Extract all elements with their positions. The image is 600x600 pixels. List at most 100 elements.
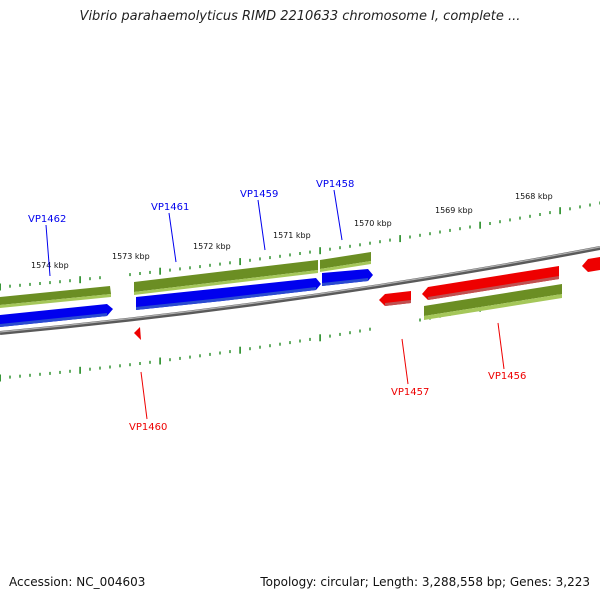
ruler-minor-tick: [29, 282, 31, 286]
ruler-minor-tick: [109, 365, 111, 369]
ruler-major-tick: [319, 334, 321, 342]
leader-line: [401, 338, 409, 385]
ruler-minor-tick: [39, 372, 41, 376]
ruler-minor-tick: [379, 240, 381, 244]
ruler-minor-tick: [429, 232, 431, 236]
ruler-ticks-outer: [0, 201, 600, 291]
cds-bar[interactable]: [424, 294, 562, 320]
ruler-minor-tick: [409, 235, 411, 239]
ruler-minor-tick: [59, 370, 61, 374]
gene-VP1456-shade: [428, 276, 559, 300]
ruler-minor-tick: [209, 352, 211, 356]
ruler-minor-tick: [309, 250, 311, 254]
gene-VP1456[interactable]: [422, 266, 559, 300]
ruler-major-tick: [0, 374, 1, 382]
ruler-minor-tick: [59, 280, 61, 284]
ruler-label: 1571 kbp: [273, 231, 311, 240]
ruler-major-tick: [159, 267, 161, 275]
ruler-minor-tick: [129, 273, 131, 277]
gene-VP1461[interactable]: [136, 288, 222, 310]
ruler-minor-tick: [39, 282, 41, 285]
cds-bar[interactable]: [320, 261, 371, 272]
gene-VP1458-shade: [322, 278, 368, 286]
ruler-minor-tick: [19, 374, 21, 378]
accession-text: Accession: NC_004603: [9, 575, 146, 589]
gene-VP1459-shade: [222, 287, 316, 301]
ruler-minor-tick: [259, 345, 261, 349]
ruler-minor-tick: [349, 331, 351, 335]
ruler-major-tick: [79, 366, 81, 374]
ruler-minor-tick: [389, 238, 391, 242]
gene-label-VP1456[interactable]: VP1456: [488, 371, 526, 382]
ruler-label: 1570 kbp: [354, 219, 392, 228]
ruler-minor-tick: [279, 342, 281, 346]
chromosome-backbone: [0, 246, 600, 335]
cds-bar[interactable]: [134, 260, 318, 292]
ruler-minor-tick: [19, 283, 21, 287]
gene-VP1457-shade: [385, 300, 411, 306]
gene-label-VP1457[interactable]: VP1457: [391, 387, 429, 398]
ruler-minor-tick: [169, 268, 171, 272]
ruler-minor-tick: [259, 257, 261, 261]
ruler-minor-tick: [309, 337, 311, 341]
gene-label-VP1462[interactable]: VP1462: [28, 214, 66, 225]
gene-label-VP1458[interactable]: VP1458: [316, 179, 354, 190]
ruler-minor-tick: [89, 277, 91, 281]
leader-line: [140, 371, 148, 420]
ruler-major-tick: [0, 283, 1, 291]
ruler-minor-tick: [339, 246, 341, 250]
gene-label-VP1459[interactable]: VP1459: [240, 189, 278, 200]
ruler-label: 1574 kbp: [31, 261, 69, 270]
cds-bar[interactable]: [0, 294, 111, 308]
ruler-minor-tick: [99, 276, 101, 280]
ruler-minor-tick: [519, 216, 521, 220]
ruler-minor-tick: [49, 371, 51, 375]
ruler-minor-tick: [69, 369, 71, 373]
ruler-minor-tick: [139, 272, 141, 275]
ruler-minor-tick: [9, 375, 11, 379]
leader-line: [333, 189, 343, 241]
ruler-minor-tick: [329, 334, 331, 338]
ruler-minor-tick: [589, 203, 591, 207]
cds-bar[interactable]: [424, 284, 562, 316]
ruler-label: 1573 kbp: [112, 252, 150, 261]
ruler-minor-tick: [249, 258, 251, 262]
chromosome-backbone-highlight: [0, 246, 600, 333]
ruler-minor-tick: [299, 252, 301, 255]
cds-bar[interactable]: [320, 252, 371, 269]
cds-bar[interactable]: [0, 286, 111, 305]
map-title: Vibrio parahaemolyticus RIMD 2210633 chr…: [79, 9, 521, 24]
ruler-label: 1568 kbp: [515, 192, 553, 201]
ruler-minor-tick: [529, 214, 531, 218]
ruler-minor-tick: [369, 241, 371, 245]
ruler-minor-tick: [219, 351, 221, 355]
ruler-minor-tick: [29, 373, 31, 377]
ruler-major-tick: [479, 221, 481, 229]
gene-VP1460[interactable]: [134, 327, 141, 340]
ruler-minor-tick: [549, 211, 551, 215]
ruler-minor-tick: [439, 230, 441, 234]
ruler-minor-tick: [229, 350, 231, 354]
ruler-minor-tick: [359, 243, 361, 247]
ruler-minor-tick: [279, 254, 281, 258]
gene-label-VP1460[interactable]: VP1460: [129, 422, 167, 433]
leader-line: [497, 322, 505, 370]
ruler-minor-tick: [189, 266, 191, 270]
ruler-minor-tick: [229, 261, 231, 265]
leader-line: [257, 199, 266, 251]
ruler-minor-tick: [269, 344, 271, 348]
ruler-minor-tick: [189, 355, 191, 359]
ruler-minor-tick: [99, 366, 101, 370]
gene-label-VP1461[interactable]: VP1461: [151, 202, 189, 213]
ruler-minor-tick: [349, 244, 351, 248]
ruler-minor-tick: [489, 222, 491, 225]
ruler-minor-tick: [509, 218, 511, 222]
ruler-major-tick: [239, 258, 241, 266]
ruler-minor-tick: [169, 358, 171, 362]
ruler-minor-tick: [139, 362, 141, 365]
cds-bar[interactable]: [134, 270, 318, 295]
ruler-minor-tick: [419, 318, 421, 322]
gene-partial[interactable]: [582, 257, 600, 272]
ruler-major-tick: [559, 207, 561, 215]
